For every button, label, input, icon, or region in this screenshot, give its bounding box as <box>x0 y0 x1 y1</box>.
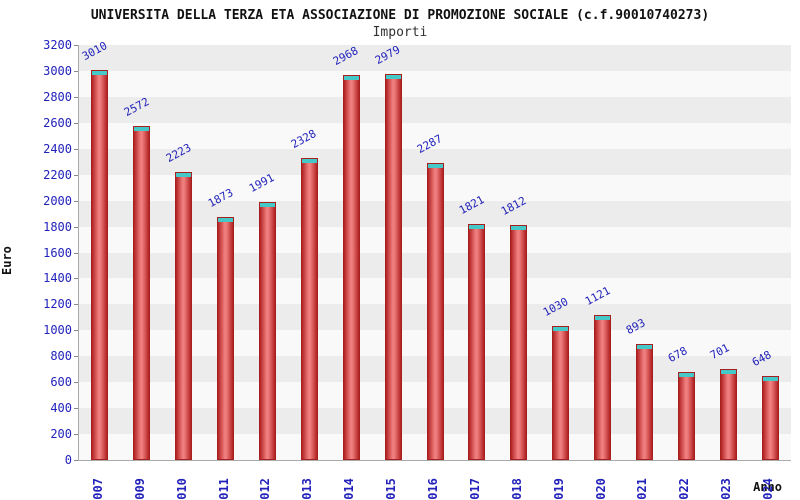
x-tick-label: 2012 <box>258 478 273 500</box>
y-tick-label: 2200 <box>43 167 72 182</box>
x-tick-label: 2022 <box>677 478 692 500</box>
bar <box>258 201 276 460</box>
bar-cap <box>92 70 108 75</box>
y-tick-label: 400 <box>50 401 72 416</box>
y-tick-mark <box>74 70 78 72</box>
chart-title: UNIVERSITA DELLA TERZA ETA ASSOCIAZIONE … <box>90 8 710 23</box>
bar <box>594 314 612 460</box>
bar <box>300 158 318 460</box>
y-tick-label: 1800 <box>43 219 72 234</box>
y-tick-mark <box>74 200 78 202</box>
bar-cap <box>259 202 275 207</box>
bar-cap <box>553 327 569 332</box>
bar <box>175 171 193 460</box>
y-tick-mark <box>74 434 78 436</box>
grid-band <box>79 70 791 97</box>
x-tick-label: 2007 <box>90 478 105 500</box>
bar-cap <box>427 164 443 169</box>
y-tick-mark <box>74 148 78 150</box>
y-tick-label: 600 <box>50 375 72 390</box>
bar <box>426 163 444 460</box>
x-tick-label: 2019 <box>551 478 566 500</box>
bar <box>217 217 235 460</box>
y-tick-mark <box>74 408 78 410</box>
y-tick-label: 2600 <box>43 115 72 130</box>
bar-cap <box>511 226 527 231</box>
x-tick-label: 2009 <box>132 478 147 500</box>
x-tick-label: 2016 <box>426 478 440 500</box>
bar <box>468 223 486 460</box>
y-tick-label: 200 <box>50 427 72 442</box>
y-tick-label: 2400 <box>43 141 72 156</box>
bar <box>384 73 402 460</box>
y-tick-label: 1600 <box>43 245 72 260</box>
grid-band <box>79 96 791 123</box>
y-tick-label: 1400 <box>43 271 72 286</box>
y-tick-label: 3000 <box>43 63 72 78</box>
bar-cap <box>385 74 401 79</box>
y-tick-label: 1000 <box>43 323 72 338</box>
bar-cap <box>176 172 192 177</box>
x-tick-label: 2020 <box>593 478 608 500</box>
bar-cap <box>343 76 359 81</box>
x-tick-label: 2013 <box>300 478 315 500</box>
bar-cap <box>762 376 778 381</box>
bar-cap <box>218 218 234 223</box>
x-axis-label: Anno <box>753 480 782 494</box>
x-tick-label: 2018 <box>509 478 524 500</box>
y-tick-mark <box>74 174 78 176</box>
bar-cap <box>134 127 150 132</box>
x-tick-label: 2014 <box>342 478 357 500</box>
chart-subtitle: Importi <box>372 25 428 40</box>
bar <box>91 69 109 460</box>
y-tick-mark <box>74 226 78 228</box>
x-tick-label: 2010 <box>174 478 189 500</box>
bar <box>761 375 779 460</box>
bar-cap <box>720 370 736 375</box>
y-tick-label: 0 <box>64 453 72 467</box>
y-tick-label: 3200 <box>43 38 72 52</box>
bar-cap <box>595 315 611 320</box>
plot-area <box>78 45 791 461</box>
y-tick-label: 1200 <box>43 297 72 312</box>
bar <box>133 126 151 460</box>
x-tick-label: 2021 <box>635 478 650 500</box>
bar <box>635 344 653 460</box>
bar <box>510 225 528 460</box>
bar-cap <box>678 373 694 378</box>
x-tick-label: 2024 <box>761 478 776 500</box>
grid-band <box>79 45 791 71</box>
y-tick-mark <box>74 122 78 124</box>
bar-cap <box>636 345 652 350</box>
y-tick-mark <box>74 45 78 46</box>
bar <box>552 326 570 460</box>
y-tick-label: 2800 <box>43 89 72 104</box>
y-tick-mark <box>74 356 78 358</box>
y-tick-mark <box>74 460 78 461</box>
grid-band <box>79 122 791 149</box>
bar-cap <box>301 159 317 164</box>
bar <box>677 372 695 460</box>
y-tick-mark <box>74 252 78 254</box>
x-tick-label: 2017 <box>467 478 482 500</box>
y-tick-mark <box>74 96 78 98</box>
bar <box>342 75 360 460</box>
x-tick-label: 2015 <box>384 478 399 500</box>
bar-cap <box>469 224 485 229</box>
x-tick-label: 2011 <box>216 478 231 500</box>
y-tick-label: 800 <box>50 349 72 364</box>
y-tick-label: 2000 <box>43 193 72 208</box>
y-tick-mark <box>74 278 78 280</box>
y-tick-mark <box>74 382 78 384</box>
y-tick-mark <box>74 330 78 332</box>
x-tick-label: 2023 <box>719 478 734 500</box>
y-tick-mark <box>74 304 78 306</box>
bar <box>719 369 737 460</box>
